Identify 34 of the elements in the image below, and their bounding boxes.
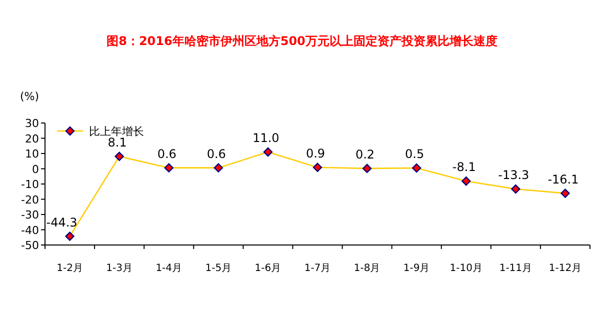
data-label: 0.5 — [405, 146, 424, 161]
y-tick-label: -50 — [21, 239, 39, 252]
x-tick-label: 1-7月 — [304, 263, 331, 274]
y-tick-label: 30 — [25, 117, 39, 130]
x-tick-label: 1-10月 — [450, 263, 482, 274]
x-tick-label: 1-5月 — [205, 263, 232, 274]
x-tick-label: 1-2月 — [56, 263, 83, 274]
x-tick-label: 1-8月 — [354, 263, 380, 274]
data-label: 0.6 — [157, 146, 176, 161]
data-label: 0.6 — [206, 146, 226, 161]
y-tick-label: -20 — [21, 193, 39, 206]
x-tick-label: 1-12月 — [548, 263, 582, 274]
y-tick-label: -10 — [21, 178, 39, 191]
x-tick-label: 1-4月 — [156, 263, 182, 274]
chart-title: 图8：2016年哈密市伊州区地方500万元以上固定资产投资累比增长速度 — [106, 34, 498, 48]
y-tick-label: 0 — [32, 162, 39, 176]
data-label: -8.1 — [452, 160, 476, 174]
data-label: 11.0 — [252, 130, 280, 145]
x-tick-label: 1-11月 — [499, 263, 532, 274]
data-label: -13.3 — [498, 168, 530, 182]
data-label: -44.3 — [46, 215, 78, 230]
y-tick-label: 20 — [25, 132, 39, 146]
data-label: 0.9 — [306, 146, 326, 160]
y-tick-label: -30 — [21, 208, 39, 222]
y-tick-label: -40 — [21, 224, 39, 237]
legend-label: 比上年增长 — [89, 125, 144, 138]
x-tick-label: 1-9月 — [403, 263, 430, 274]
data-label: 8.1 — [108, 135, 127, 150]
x-tick-label: 1-6月 — [254, 263, 282, 274]
x-tick-label: 1-3月 — [106, 263, 132, 274]
data-label: -16.1 — [548, 172, 579, 186]
y-axis-title: (%) — [20, 90, 40, 103]
data-label: 0.2 — [356, 147, 375, 162]
y-tick-label: 10 — [25, 148, 39, 160]
